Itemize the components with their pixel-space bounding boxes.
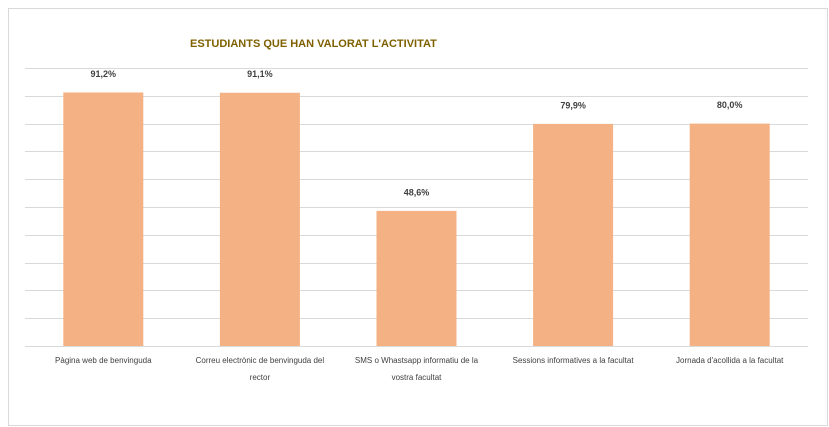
bar [63,92,144,347]
x-tick-label: Correu electrònic de benvinguda del rect… [195,356,325,382]
x-tick-label: SMS o Whastsapp informatiu de la vostra … [354,356,479,382]
data-label: 48,6% [404,187,430,197]
data-label: 91,1% [247,69,273,79]
data-label: 79,9% [560,100,586,110]
bar [689,123,770,346]
x-tick-label: Pàgina web de benvinguda [55,356,152,365]
x-tick-label: Sessions informatives a la facultat [512,356,634,365]
data-label: 91,2% [91,69,117,79]
x-tick-label: Jornada d'acollida a la facultat [676,356,784,365]
data-label: 80,0% [717,100,743,110]
chart-title: ESTUDIANTS QUE HAN VALORAT L'ACTIVITAT [190,38,437,50]
bar [533,123,614,347]
bar [219,92,300,346]
bar [376,210,457,346]
